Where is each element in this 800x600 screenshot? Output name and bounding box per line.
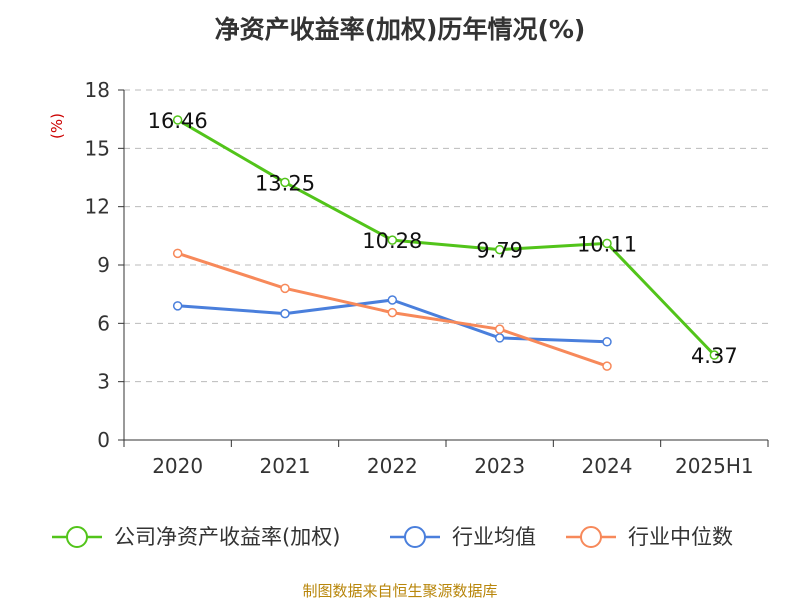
legend-label: 行业均值 — [452, 525, 536, 549]
data-point — [172, 301, 183, 311]
data-point — [387, 295, 398, 305]
y-tick-label: 15 — [85, 136, 110, 160]
data-label: 10.28 — [362, 229, 422, 253]
x-tick-label: 2021 — [260, 454, 311, 478]
data-point — [494, 333, 505, 343]
data-label: 16.46 — [148, 109, 208, 133]
y-tick-label: 9 — [97, 253, 110, 277]
legend-label: 公司净资产收益率(加权) — [114, 525, 340, 549]
data-point — [280, 308, 290, 319]
data-point — [602, 238, 612, 249]
x-tick-label: 2020 — [152, 454, 203, 478]
legend-label: 行业中位数 — [628, 525, 733, 549]
series-line — [177, 298, 608, 344]
x-tick-label: 2024 — [582, 454, 633, 478]
source-note: 制图数据来自恒生聚源数据库 — [302, 582, 497, 600]
y-tick-label: 18 — [85, 78, 110, 102]
data-point — [280, 283, 290, 294]
data-label: 13.25 — [255, 171, 315, 195]
x-tick-label: 2022 — [367, 454, 418, 478]
data-point — [602, 361, 612, 371]
chart-title: 净资产收益率(加权)历年情况(%) — [215, 15, 586, 44]
axes: 0 3 6 9 12 15 18 2020 2021 2022 2023 2024 2025H1 — [85, 78, 769, 478]
data-point — [494, 324, 505, 334]
data-point — [602, 337, 612, 347]
series-line — [176, 118, 716, 357]
series-lines — [172, 115, 720, 371]
y-tick-label: 0 — [97, 428, 110, 452]
legend[interactable]: 公司净资产收益率(加权) 行业均值 行业中位数 — [52, 525, 733, 549]
y-axis-unit-label: (%) — [48, 113, 66, 139]
data-point — [280, 177, 290, 188]
data-label: 9.79 — [476, 239, 523, 263]
legend-marker — [66, 526, 88, 548]
x-tick-label: 2025H1 — [675, 454, 754, 478]
data-point — [172, 248, 183, 259]
data-labels: 16.46 13.25 10.28 9.79 10.11 4.37 — [148, 109, 738, 368]
data-point — [494, 244, 505, 255]
legend-marker — [580, 526, 602, 548]
data-label: 4.37 — [691, 344, 738, 368]
y-tick-label: 12 — [85, 195, 110, 219]
data-point — [172, 115, 183, 125]
y-tick-label: 3 — [97, 370, 110, 394]
data-point — [709, 350, 720, 360]
legend-marker — [404, 526, 426, 548]
y-tick-label: 6 — [97, 311, 110, 335]
data-point — [387, 235, 398, 245]
x-tick-label: 2023 — [474, 454, 525, 478]
grid-lines — [124, 89, 768, 383]
data-label: 10.11 — [577, 232, 637, 256]
data-point — [387, 307, 398, 318]
